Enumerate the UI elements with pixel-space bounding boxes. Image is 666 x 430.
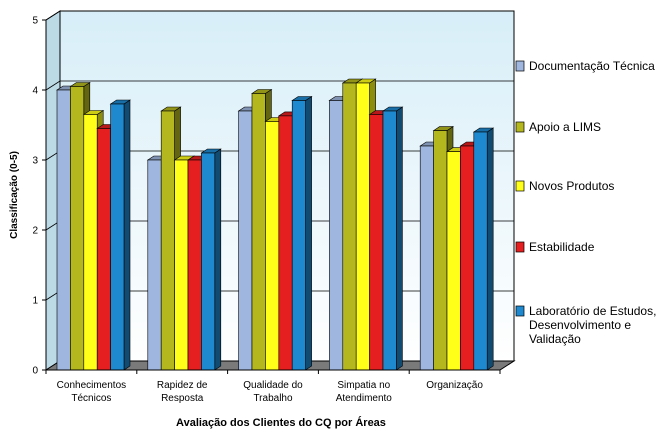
x-tick-label: Organização (426, 380, 483, 391)
y-tick-label: 4 (32, 86, 38, 97)
x-tick-label: Simpatia no Atendimento (336, 380, 393, 404)
x-tick-label: Rapidez de Resposta (157, 380, 208, 404)
y-tick-label: 3 (32, 156, 38, 167)
bar (291, 95, 313, 371)
legend-label: Documentação Técnica (529, 59, 655, 73)
legend: Documentação Técnica Apoio a LIMS Novos Pr… (515, 59, 656, 346)
y-tick-label: 1 (32, 296, 38, 307)
legend-swatch (515, 121, 525, 133)
bar (109, 99, 131, 371)
axes (42, 19, 501, 374)
bar (200, 148, 222, 371)
legend-item: Laboratório de Estudos, Desenvolvimento e… (515, 304, 656, 346)
x-tick-label: Conhecimentos Técnicos (57, 380, 126, 404)
bars (56, 78, 495, 371)
y-tick-label: 5 (32, 16, 38, 27)
bar (472, 127, 495, 371)
legend-swatch (515, 241, 525, 253)
bar (382, 106, 404, 371)
legend-label: Laboratório de Estudos, Desenvolvimento e… (529, 304, 656, 346)
axis-labels: 0 1 2 3 4 5 Conhecimentos Técnicos Rapidez de Res… (9, 16, 483, 430)
gridline (45, 10, 514, 21)
legend-swatch (515, 60, 525, 72)
legend-label: Novos Produtos (529, 179, 614, 193)
x-tick-label: Qualidade do Trabalho (243, 380, 303, 404)
legend-label: Estabilidade (529, 240, 595, 254)
x-axis-label: Avaliação dos Clientes do CQ por Áreas (176, 416, 386, 429)
y-tick-label: 2 (32, 226, 38, 237)
y-axis-label: Classificação (0-5) (9, 151, 20, 239)
legend-item: Novos Produtos (515, 179, 614, 193)
legend-item: Estabilidade (515, 240, 595, 254)
legend-item: Documentação Técnica (515, 59, 655, 73)
legend-item: Apoio a LIMS (515, 120, 601, 134)
legend-swatch (515, 305, 525, 317)
legend-label: Apoio a LIMS (529, 120, 601, 134)
y-tick-label: 0 (32, 366, 38, 377)
legend-swatch (515, 180, 525, 192)
